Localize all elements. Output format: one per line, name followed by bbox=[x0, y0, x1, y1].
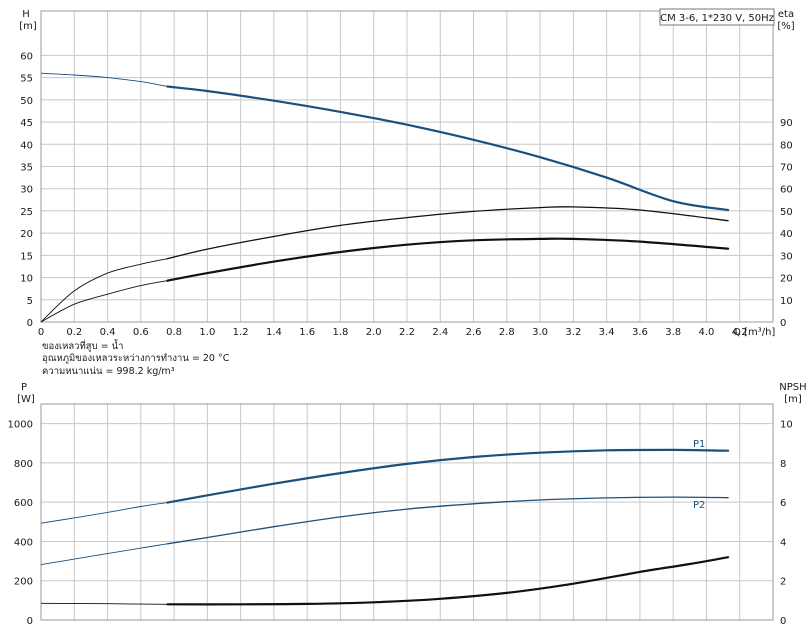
top-x-tick-label: 2.2 bbox=[399, 327, 415, 338]
top-y-axis-label: H bbox=[22, 9, 30, 20]
top-y-tick-label: 30 bbox=[20, 185, 33, 196]
series-label-p1: P1 bbox=[693, 439, 705, 450]
series-curves bbox=[40, 72, 730, 606]
top-x-tick-label: 0.6 bbox=[133, 327, 149, 338]
series-label-p2: P2 bbox=[693, 500, 705, 511]
top-y2-tick-label: 0 bbox=[780, 318, 786, 329]
top-y-tick-label: 60 bbox=[20, 51, 33, 62]
top-y-tick-label: 15 bbox=[20, 251, 33, 262]
bottom-panel-grid bbox=[40, 403, 774, 621]
top-x-tick-label: 1.2 bbox=[233, 327, 249, 338]
top-y-tick-label: 5 bbox=[27, 296, 33, 307]
top-y2-tick-label: 50 bbox=[780, 207, 793, 218]
top-y-tick-label: 45 bbox=[20, 118, 33, 129]
bottom-y2-tick-label: 10 bbox=[780, 420, 793, 431]
top-y2-tick-label: 20 bbox=[780, 274, 793, 285]
axis-tick-labels: 0510152025303540455055600102030405060708… bbox=[8, 51, 793, 627]
top-y-axis-unit: [m] bbox=[19, 21, 37, 32]
bottom-series-p1-line bbox=[166, 448, 730, 504]
note-liquid: ของเหลวที่สูบ = น้ำ bbox=[42, 339, 123, 352]
top-y2-tick-label: 60 bbox=[780, 185, 793, 196]
top-y-tick-label: 0 bbox=[27, 318, 33, 329]
top-x-tick-label: 4.2 bbox=[732, 327, 748, 338]
top-y2-tick-label: 90 bbox=[780, 118, 793, 129]
bottom-y-axis-label: P bbox=[21, 382, 27, 393]
top-panel-grid bbox=[40, 10, 774, 323]
top-series-1-line bbox=[166, 85, 730, 212]
top-y2-axis-label: eta bbox=[778, 9, 794, 20]
top-y-tick-label: 50 bbox=[20, 96, 33, 107]
bottom-y-tick-label: 0 bbox=[27, 616, 33, 627]
top-x-tick-label: 1.8 bbox=[333, 327, 349, 338]
bottom-y-tick-label: 1000 bbox=[8, 420, 33, 431]
top-series-2-extrapolated-line bbox=[40, 258, 168, 323]
top-x-tick-label: 1.0 bbox=[199, 327, 215, 338]
top-y-tick-label: 20 bbox=[20, 229, 33, 240]
top-x-tick-label: 3.4 bbox=[599, 327, 615, 338]
bottom-y2-tick-label: 0 bbox=[780, 616, 786, 627]
top-x-tick-label: 0.4 bbox=[100, 327, 116, 338]
bottom-y-tick-label: 400 bbox=[14, 537, 33, 548]
top-x-tick-label: 2.0 bbox=[366, 327, 382, 338]
legend-box-text: CM 3-6, 1*230 V, 50Hz bbox=[660, 13, 774, 24]
top-x-tick-label: 2.4 bbox=[432, 327, 448, 338]
top-x-tick-label: 2.6 bbox=[466, 327, 482, 338]
top-y2-tick-label: 80 bbox=[780, 140, 793, 151]
note-temperature: อุณหภูมิของเหลวระหว่างการทำงาน = 20 °C bbox=[42, 353, 230, 364]
bottom-series-3-extrapolated-line bbox=[40, 602, 168, 605]
bottom-series-p2-line bbox=[166, 496, 729, 545]
top-x-tick-label: 3.2 bbox=[565, 327, 581, 338]
legend-box bbox=[659, 8, 775, 26]
bottom-y2-axis-unit: [m] bbox=[784, 394, 802, 405]
bottom-y2-tick-label: 2 bbox=[780, 577, 786, 588]
top-x-axis-label: Q [m³/h] bbox=[733, 327, 775, 338]
bottom-plot-frame bbox=[40, 403, 774, 621]
bottom-series-3-line bbox=[166, 556, 730, 606]
top-y-tick-label: 55 bbox=[20, 74, 33, 85]
top-y2-tick-label: 30 bbox=[780, 251, 793, 262]
bottom-y-tick-label: 600 bbox=[14, 498, 33, 509]
top-x-tick-label: 1.6 bbox=[299, 327, 315, 338]
top-x-tick-label: 1.4 bbox=[266, 327, 282, 338]
top-y2-tick-label: 70 bbox=[780, 163, 793, 174]
top-y2-tick-label: 10 bbox=[780, 296, 793, 307]
bottom-y-axis-unit: [W] bbox=[17, 394, 35, 405]
top-series-1-extrapolated-line bbox=[40, 72, 168, 87]
top-y-tick-label: 40 bbox=[20, 140, 33, 151]
bottom-y2-tick-label: 4 bbox=[780, 537, 786, 548]
top-x-tick-label: 0.2 bbox=[66, 327, 82, 338]
top-x-tick-label: 4.0 bbox=[699, 327, 715, 338]
top-x-tick-label: 2.8 bbox=[499, 327, 515, 338]
bottom-y2-tick-label: 8 bbox=[780, 459, 786, 470]
top-x-tick-label: 3.0 bbox=[532, 327, 548, 338]
bottom-series-p2-extrapolated-line bbox=[40, 543, 168, 566]
top-y-tick-label: 35 bbox=[20, 163, 33, 174]
bottom-y2-axis-label: NPSH bbox=[779, 382, 806, 393]
bottom-y-tick-label: 200 bbox=[14, 577, 33, 588]
top-series-2-line bbox=[166, 206, 729, 260]
top-series-3-line bbox=[166, 237, 730, 282]
note-density: ความหนาแน่น = 998.2 kg/m³ bbox=[42, 366, 175, 377]
top-series-3-extrapolated-line bbox=[40, 280, 168, 323]
top-x-tick-label: 0.8 bbox=[166, 327, 182, 338]
top-x-tick-label: 3.6 bbox=[632, 327, 648, 338]
top-x-tick-label: 3.8 bbox=[665, 327, 681, 338]
top-y2-tick-label: 40 bbox=[780, 229, 793, 240]
bottom-y2-tick-label: 6 bbox=[780, 498, 786, 509]
top-plot-frame bbox=[40, 10, 774, 323]
top-y2-axis-unit: [%] bbox=[777, 21, 794, 32]
bottom-y-tick-label: 800 bbox=[14, 459, 33, 470]
top-x-tick-label: 0 bbox=[38, 327, 44, 338]
bottom-series-p1-extrapolated-line bbox=[40, 502, 168, 524]
top-y-tick-label: 25 bbox=[20, 207, 33, 218]
top-y-tick-label: 10 bbox=[20, 274, 33, 285]
